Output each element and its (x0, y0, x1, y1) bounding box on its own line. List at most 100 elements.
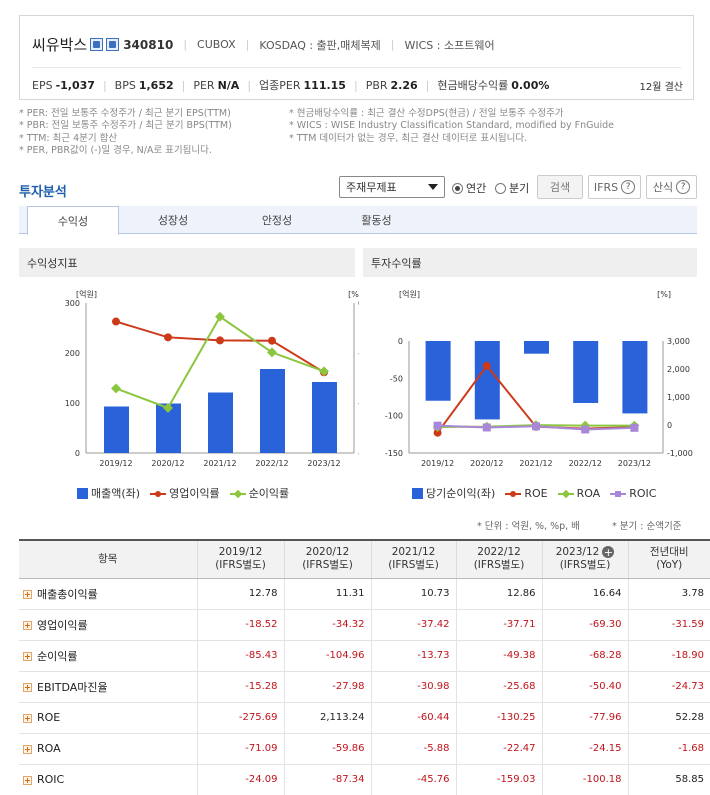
point-순이익률 (163, 403, 173, 413)
expand-plus-icon[interactable] (23, 652, 32, 661)
row-label-cell[interactable]: 영업이익률 (19, 609, 197, 641)
value-cell: -104.96 (283, 640, 371, 672)
metric-label: BPS (114, 78, 136, 92)
column-header: 2019/12 (IFRS별도) (196, 540, 284, 579)
legend-item[interactable]: 당기순이익(좌) (412, 485, 495, 501)
note-line: * PER: 전일 보통주 수정주가 / 최근 분기 EPS(TTM) (19, 108, 231, 119)
value-cell: -68.28 (541, 640, 628, 672)
metric-value: 111.15 (303, 78, 346, 92)
table-row: 순이익률 -85.43 -104.96 -13.73 -49.38 -68.28 -18.9… (19, 640, 710, 672)
table-row: ROA -71.09 -59.86 -5.88 -22.47 -24.15 -1.68 (19, 733, 710, 765)
ir-icon[interactable] (106, 38, 120, 51)
expand-plus-icon[interactable] (23, 590, 32, 599)
ifrs-button[interactable]: IFRS ? (588, 175, 641, 199)
market-sector: KOSDAQ : 출판,매체복제 (259, 38, 381, 52)
y-right-tick: -100 (358, 399, 359, 408)
bar-당기순이익(좌) (425, 341, 451, 401)
notes-right: * 현금배당수익률 : 최근 결산 수정DPS(현금) / 전일 보통주 수정주… (289, 108, 614, 145)
legend-item[interactable]: ROE (505, 487, 548, 500)
y-right-unit-label: [%] (348, 290, 359, 299)
legend-item[interactable]: ROA (557, 486, 601, 500)
legend-swatch-icon (229, 489, 246, 498)
table-row: 매출총이익률 12.78 11.31 10.73 12.86 16.64 3.78 (19, 578, 710, 610)
expand-plus-icon[interactable] (23, 775, 32, 785)
tab-profitability[interactable]: 수익성 (27, 206, 119, 235)
bar-매출액(좌) (312, 382, 337, 453)
legend-label: 당기순이익(좌) (426, 487, 496, 500)
legend-swatch-icon (150, 489, 167, 498)
formula-button[interactable]: 산식 ? (646, 175, 697, 199)
expand-plus-icon[interactable] (23, 621, 32, 630)
tab-growth[interactable]: 성장성 (157, 214, 189, 227)
expand-plus-icon[interactable] (23, 744, 32, 754)
add-column-icon[interactable]: + (602, 545, 615, 559)
row-label-cell[interactable]: EBITDA마진율 (19, 671, 197, 703)
point-영업이익률 (216, 336, 224, 345)
point-ROIC (581, 425, 590, 434)
radio-quarter[interactable]: 분기 (495, 180, 529, 196)
row-label: ROIC (37, 773, 65, 786)
x-tick-label: 2023/12 (618, 459, 651, 468)
legend-label: ROA (576, 486, 601, 500)
row-label-cell[interactable]: 순이익률 (19, 640, 197, 672)
radio-annual[interactable]: 연간 (452, 180, 486, 196)
x-tick-label: 2022/12 (569, 459, 602, 468)
quarter-note: * 분기 : 순액기준 (612, 521, 682, 532)
legend-item[interactable]: 매출액(좌) (77, 485, 140, 501)
column-header-main: 2022/12 (477, 546, 521, 559)
value-cell: 11.31 (283, 578, 371, 610)
formula-button-label: 산식 (652, 181, 674, 194)
english-name: CUBOX (197, 38, 236, 51)
point-순이익률 (319, 366, 329, 377)
metric-label: 현금배당수익률 (437, 79, 509, 92)
note-line: * PER, PBR값이 (-)일 경우, N/A로 표기됩니다. (19, 144, 212, 156)
tab-stability[interactable]: 안정성 (261, 214, 293, 227)
column-header: 2023/12 + (IFRS별도) (541, 540, 628, 579)
company-header: 씨유박스 340810 | CUBOX | KOSDAQ : 출판,매체복제 |… (19, 15, 694, 100)
legend-item[interactable]: 영업이익률 (150, 485, 220, 501)
y-left-tick: -100 (385, 412, 403, 421)
value-cell: -275.69 (196, 702, 284, 734)
value-cell: -60.44 (370, 702, 456, 734)
y-right-tick: -150 (358, 449, 359, 458)
bar-매출액(좌) (208, 392, 233, 453)
row-label-cell[interactable]: ROE (19, 702, 197, 734)
value-cell: 52.28 (627, 702, 710, 734)
search-button[interactable]: 검색 (537, 175, 583, 199)
value-cell: -5.88 (370, 733, 456, 765)
value-cell: -24.73 (627, 671, 710, 703)
legend-label: 순이익률 (248, 487, 290, 500)
legend-label: ROIC (629, 486, 657, 500)
value-cell: -24.15 (541, 733, 628, 765)
value-cell: 12.86 (455, 578, 542, 610)
expand-plus-icon[interactable] (23, 683, 32, 692)
y-right-tick: -50 (358, 349, 359, 358)
column-header-sub: (YoY) (656, 559, 683, 572)
statement-select[interactable]: 주재무제표 (339, 176, 445, 198)
row-label-cell[interactable]: ROA (19, 733, 197, 765)
row-label-cell[interactable]: 매출총이익률 (19, 578, 197, 610)
expand-plus-icon[interactable] (23, 713, 32, 723)
metric-value: 1,652 (138, 78, 174, 92)
row-label: 순이익률 (37, 649, 78, 663)
value-cell: -50.40 (541, 671, 628, 703)
value-cell: -71.09 (196, 733, 284, 765)
x-tick-label: 2022/12 (255, 459, 288, 468)
tab-activity[interactable]: 활동성 (361, 214, 392, 227)
point-ROIC (482, 423, 491, 432)
legend-swatch-icon (505, 489, 522, 498)
legend-item[interactable]: ROIC (610, 487, 656, 500)
legend-swatch-icon (77, 487, 88, 499)
y-left-unit-label: [억원] (399, 289, 420, 299)
y-left-tick: 0 (398, 337, 403, 346)
home-icon[interactable] (90, 38, 104, 51)
value-cell: -77.96 (541, 702, 628, 734)
y-right-tick: 0 (358, 299, 359, 308)
row-label-cell[interactable]: ROIC (19, 764, 197, 795)
x-tick-label: 2019/12 (421, 459, 454, 468)
radio-checked-icon (452, 182, 463, 194)
wics-sector: WICS : 소프트웨어 (404, 38, 495, 52)
legend-item[interactable]: 순이익률 (229, 485, 290, 501)
value-cell: -45.76 (370, 764, 456, 795)
legend-label: 매출액(좌) (91, 487, 141, 500)
